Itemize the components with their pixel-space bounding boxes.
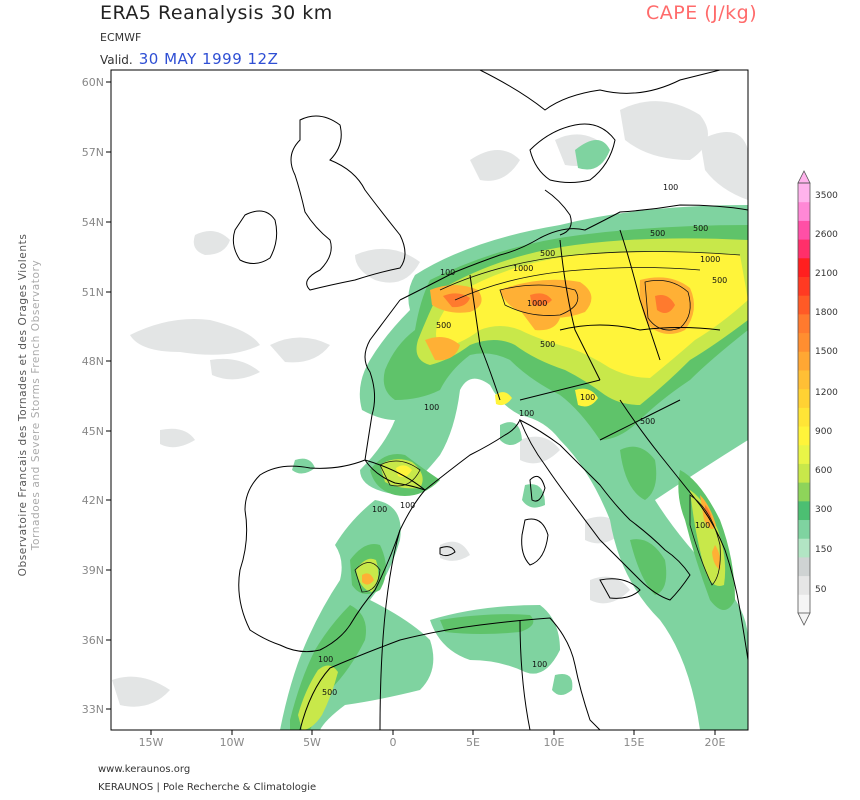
lon-label: 15W [139, 736, 164, 749]
valid-date: 30 MAY 1999 12Z [138, 50, 279, 68]
contour-label: 100 [519, 409, 534, 418]
colorbar-segment [798, 332, 810, 352]
contour-label: 500 [650, 229, 665, 238]
map-frame [110, 69, 749, 731]
colorbar-segment [798, 313, 810, 334]
lat-label: 39N [82, 564, 104, 577]
parameter-title: CAPE (J/kg) [646, 2, 758, 24]
colorbar-label: 1800 [815, 308, 838, 318]
contour-label: 1000 [527, 299, 547, 308]
contour-label: 500 [436, 321, 451, 330]
colorbar-segment [798, 575, 810, 595]
cape-low-patches [112, 101, 748, 707]
cape-colorbar: 3500 2600 2100 1800 1500 1200 900 600 300 150 50 [797, 170, 838, 626]
colorbar-segment [798, 239, 810, 259]
colorbar-segment [798, 351, 810, 371]
colorbar-max-arrow [797, 170, 811, 184]
contour-label: 100 [532, 660, 547, 669]
colorbar-segment [798, 426, 810, 446]
colorbar-segment [798, 407, 810, 427]
lon-label: 5W [303, 736, 321, 749]
chart-title: ERA5 Reanalysis 30 km [100, 2, 333, 24]
contour-label: 500 [693, 224, 708, 233]
contour-label: 100 [663, 183, 678, 192]
lon-label: 5E [466, 736, 480, 749]
colorbar-label: 300 [815, 505, 832, 515]
colorbar-label: 900 [815, 427, 832, 437]
colorbar-segment [798, 257, 810, 277]
footer-url[interactable]: www.keraunos.org [98, 764, 191, 775]
colorbar-segment [798, 500, 810, 521]
contour-label: 100 [580, 393, 595, 402]
lat-label: 48N [82, 355, 104, 368]
colorbar-segment [798, 444, 810, 464]
colorbar-label: 2100 [815, 269, 838, 279]
contour-label: 1000 [513, 264, 533, 273]
lat-label: 54N [82, 216, 104, 229]
lat-label: 60N [82, 76, 104, 89]
contour-label: 100 [424, 403, 439, 412]
cape-field [112, 101, 748, 730]
colorbar-label: 50 [815, 585, 827, 595]
colorbar-segment [798, 482, 810, 502]
colorbar-segment [798, 276, 810, 296]
lon-label: 10E [544, 736, 565, 749]
contour-label: 100 [372, 505, 387, 514]
colorbar-segment [798, 369, 810, 390]
lat-label: 51N [82, 286, 104, 299]
valid-label: Valid. [100, 53, 133, 67]
lon-label: 15E [624, 736, 645, 749]
lat-axis: 60N 57N 54N 51N 48N 45N 42N 39N 36N 33N [82, 76, 111, 716]
colorbar-segment [798, 220, 810, 240]
contour-label: 500 [322, 688, 337, 697]
colorbar-label: 150 [815, 545, 832, 555]
colorbar-segment [798, 538, 810, 558]
colorbar-segment [798, 201, 810, 221]
colorbar-label: 1200 [815, 388, 838, 398]
lat-label: 36N [82, 634, 104, 647]
colorbar-label: 2600 [815, 230, 838, 240]
footer-org: KERAUNOS | Pole Recherche & Climatologie [98, 782, 317, 793]
lat-label: 45N [82, 425, 104, 438]
contour-label: 100 [695, 521, 710, 530]
colorbar-segment [798, 463, 810, 483]
contour-label: 500 [640, 417, 655, 426]
contour-label: 100 [400, 501, 415, 510]
colorbar-segment [798, 295, 810, 315]
contour-label: 100 [318, 655, 333, 664]
lat-label: 33N [82, 703, 104, 716]
colorbar-label: 3500 [815, 191, 838, 201]
contour-label: 500 [540, 249, 555, 258]
contour-label-layer: 100 100 100 100 100 100 100 100 100 100 … [318, 183, 727, 697]
lon-label: 10W [220, 736, 245, 749]
coastlines [232, 70, 748, 730]
lon-axis: 15W 10W 5W 0 5E 10E 15E 20E [139, 730, 726, 749]
colorbar-label: 1500 [815, 347, 838, 357]
colorbar-segment [798, 183, 810, 203]
colorbar-min-arrow [797, 612, 811, 626]
contour-label: 100 [440, 268, 455, 277]
lon-label: 20E [705, 736, 726, 749]
data-center: ECMWF [100, 31, 142, 44]
contour-label: 500 [712, 276, 727, 285]
colorbar-segment [798, 556, 810, 577]
contour-label: 500 [540, 340, 555, 349]
valid-time: Valid. 30 MAY 1999 12Z [100, 50, 278, 68]
cape-1400-plus [443, 293, 712, 520]
colorbar-segment [798, 594, 810, 614]
lon-label: 0 [390, 736, 397, 749]
contour-label: 1000 [700, 255, 720, 264]
lat-label: 57N [82, 146, 104, 159]
colorbar-segment [798, 388, 810, 408]
cape-contours [354, 251, 741, 593]
colorbar-label: 600 [815, 466, 832, 476]
colorbar-segment [798, 519, 810, 539]
colorbar-outline [797, 182, 811, 614]
lat-label: 42N [82, 494, 104, 507]
